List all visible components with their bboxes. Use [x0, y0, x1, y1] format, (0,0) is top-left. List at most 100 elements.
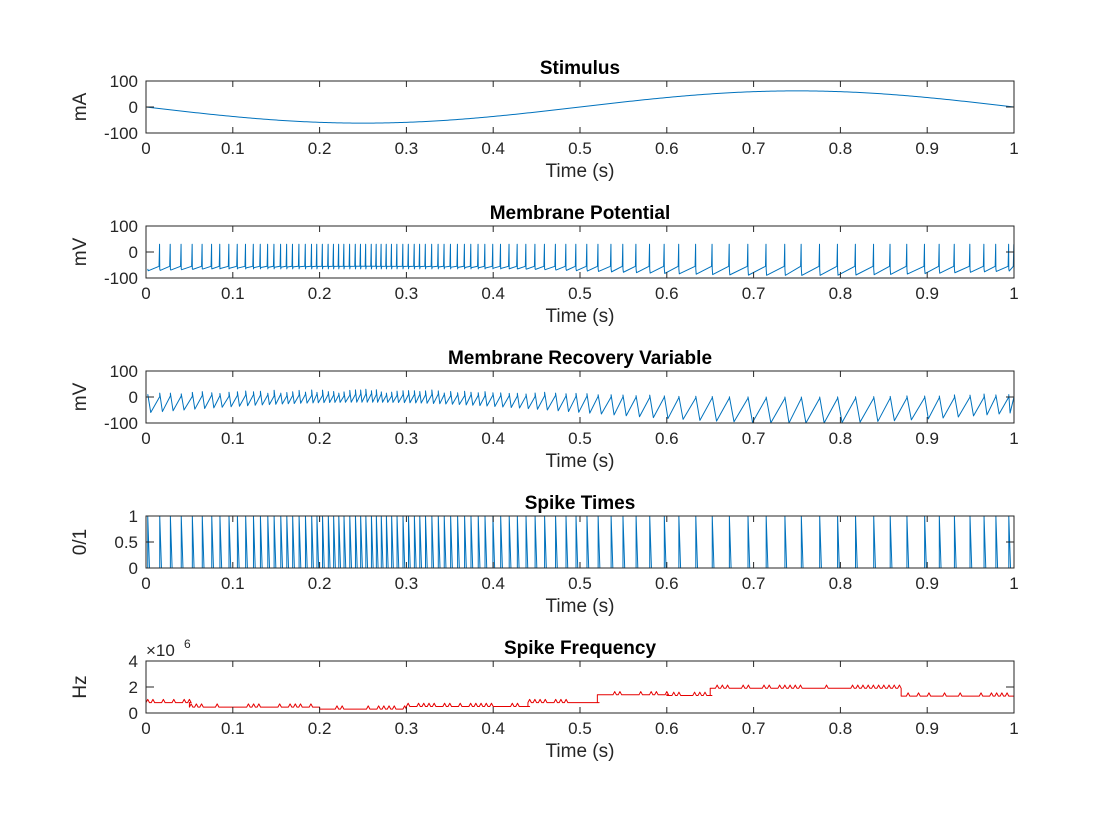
x-tick-label: 0 — [141, 139, 150, 158]
x-tick-label: 0.7 — [742, 429, 766, 448]
x-tick-label: 0.3 — [395, 574, 419, 593]
series-line — [147, 243, 1015, 276]
x-tick-label: 0.3 — [395, 284, 419, 303]
y-tick-label: 0.5 — [114, 533, 138, 552]
x-tick-label: 0.4 — [481, 429, 505, 448]
y-tick-label: 100 — [110, 72, 138, 91]
x-tick-label: 0.5 — [568, 429, 592, 448]
x-tick-label: 0.8 — [829, 429, 853, 448]
x-tick-label: 0.8 — [829, 139, 853, 158]
y-tick-label: -100 — [104, 124, 138, 143]
x-tick-label: 1 — [1009, 284, 1018, 303]
x-axis-label: Time (s) — [546, 306, 615, 327]
series-line — [146, 515, 1014, 569]
x-tick-label: 0.2 — [308, 429, 332, 448]
x-tick-label: 0.6 — [655, 574, 679, 593]
x-tick-label: 0.6 — [655, 284, 679, 303]
x-tick-label: 1 — [1009, 574, 1018, 593]
x-tick-label: 0 — [141, 429, 150, 448]
chart-title: Spike Times — [525, 493, 636, 514]
y-axis-label: mV — [70, 382, 91, 411]
chart-title: Membrane Recovery Variable — [448, 348, 712, 369]
x-tick-label: 0.7 — [742, 574, 766, 593]
x-tick-label: 0.6 — [655, 719, 679, 738]
x-tick-label: 0.5 — [568, 139, 592, 158]
x-tick-label: 0.2 — [308, 574, 332, 593]
y-axis-label: mA — [70, 92, 91, 121]
chart-title: Stimulus — [540, 58, 620, 79]
x-tick-label: 0.9 — [915, 719, 939, 738]
x-tick-label: 0.4 — [481, 719, 505, 738]
y-axis-label: Hz — [70, 675, 91, 698]
series-line — [145, 684, 1014, 710]
x-tick-label: 0 — [141, 284, 150, 303]
x-tick-label: 0.1 — [221, 284, 245, 303]
x-tick-label: 0.2 — [308, 284, 332, 303]
x-tick-label: 0.8 — [829, 574, 853, 593]
x-tick-label: 0.3 — [395, 429, 419, 448]
x-tick-label: 0.1 — [221, 719, 245, 738]
x-tick-label: 0.4 — [481, 574, 505, 593]
x-tick-label: 0.5 — [568, 574, 592, 593]
x-tick-label: 0.4 — [481, 284, 505, 303]
x-tick-label: 0.4 — [481, 139, 505, 158]
x-tick-label: 0 — [141, 574, 150, 593]
x-tick-label: 0.3 — [395, 719, 419, 738]
x-tick-label: 0.9 — [915, 139, 939, 158]
chart-title: Spike Frequency — [504, 638, 656, 659]
x-tick-label: 0 — [141, 719, 150, 738]
y-exponent-power: 6 — [184, 637, 191, 651]
x-tick-label: 0.1 — [221, 139, 245, 158]
x-tick-label: 0.7 — [742, 719, 766, 738]
x-tick-label: 0.9 — [915, 284, 939, 303]
x-tick-label: 0.5 — [568, 284, 592, 303]
x-axis-label: Time (s) — [546, 161, 615, 182]
y-exponent-base: ×10 — [146, 641, 175, 660]
x-tick-label: 1 — [1009, 429, 1018, 448]
x-tick-label: 0.2 — [308, 719, 332, 738]
panel-1: Stimulus 0 0.1 0.2 0.3 0.4 0.5 0.6 0.7 0.8 0.9 1 -10… — [70, 58, 1019, 182]
axes-box — [145, 370, 1015, 424]
y-axis-label: 0/1 — [70, 529, 91, 555]
y-tick-label: 2 — [129, 678, 138, 697]
y-tick-label: 100 — [110, 362, 138, 381]
x-tick-label: 1 — [1009, 719, 1018, 738]
x-axis-label: Time (s) — [546, 741, 615, 762]
chart-title: Membrane Potential — [490, 203, 671, 224]
panel-2: Membrane Potential 0 0.1 0.2 0.3 0.4 0.5 0.6 0.7… — [70, 203, 1019, 327]
axes-box — [145, 515, 1015, 569]
x-tick-label: 0.1 — [221, 429, 245, 448]
x-tick-label: 0.6 — [655, 139, 679, 158]
series-line — [145, 90, 1015, 124]
axes-box — [145, 225, 1015, 279]
y-tick-label: 4 — [129, 652, 138, 671]
x-tick-label: 0.1 — [221, 574, 245, 593]
y-tick-label: 0 — [129, 704, 138, 723]
x-tick-label: 1 — [1009, 139, 1018, 158]
y-tick-label: 0 — [129, 98, 138, 117]
x-tick-label: 0.6 — [655, 429, 679, 448]
x-axis-label: Time (s) — [546, 451, 615, 472]
x-tick-label: 0.8 — [829, 719, 853, 738]
y-tick-label: 0 — [129, 388, 138, 407]
x-tick-label: 0.7 — [742, 139, 766, 158]
x-tick-label: 0.9 — [915, 429, 939, 448]
series-line — [147, 388, 1015, 424]
y-tick-label: -100 — [104, 269, 138, 288]
y-axis-label: mV — [70, 237, 91, 266]
y-tick-label: 100 — [110, 217, 138, 236]
x-tick-label: 0.7 — [742, 284, 766, 303]
panel-4: Spike Times 0 0.1 0.2 0.3 0.4 0.5 0.6 0.7 0.8 0.9 1… — [70, 493, 1019, 617]
y-tick-label: 0 — [129, 559, 138, 578]
y-tick-label: 0 — [129, 243, 138, 262]
x-tick-label: 0.8 — [829, 284, 853, 303]
panel-3: Membrane Recovery Variable 0 0.1 0.2 0.3 0.4 0… — [70, 348, 1019, 472]
x-tick-label: 0.9 — [915, 574, 939, 593]
y-tick-label: -100 — [104, 414, 138, 433]
y-tick-label: 1 — [129, 507, 138, 526]
x-axis-label: Time (s) — [546, 596, 615, 617]
x-tick-label: 0.2 — [308, 139, 332, 158]
x-tick-label: 0.3 — [395, 139, 419, 158]
panel-5: Spike Frequency 0 0.1 0.2 0.3 0.4 0.5 0.6 0.7 0.8… — [70, 637, 1019, 762]
axes-box — [145, 660, 1015, 714]
